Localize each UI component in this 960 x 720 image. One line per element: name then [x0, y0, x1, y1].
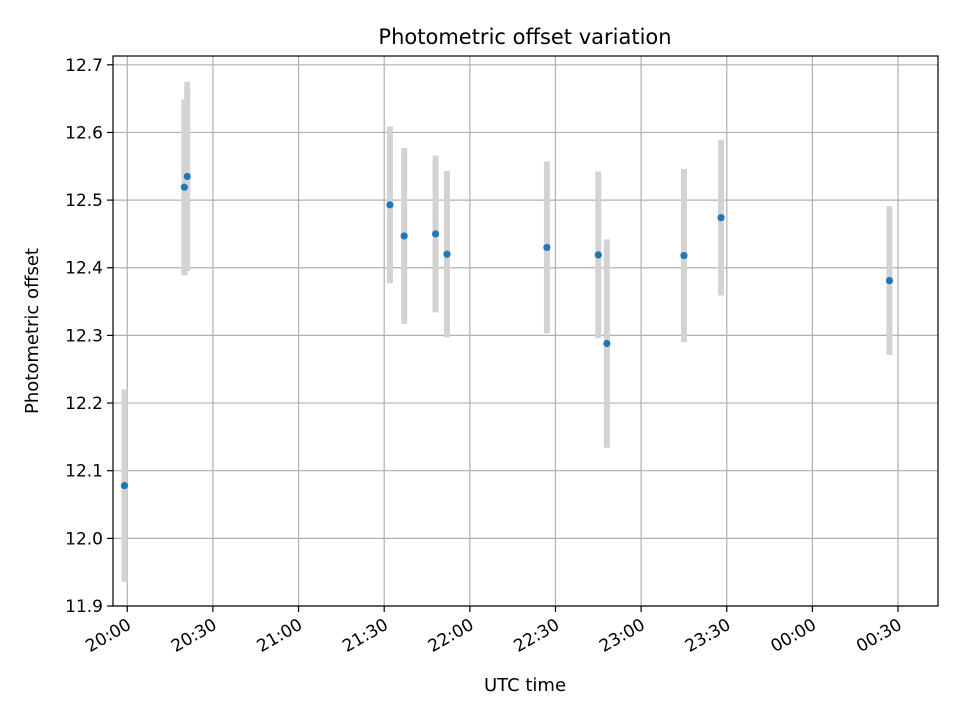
- data-point: [400, 232, 408, 240]
- chart-title: Photometric offset variation: [378, 25, 671, 49]
- data-point: [431, 230, 440, 238]
- y-tick-label: 12.6: [65, 123, 103, 143]
- y-tick-label: 12.0: [65, 529, 103, 549]
- y-tick-label: 12.1: [65, 462, 103, 482]
- x-axis-label: UTC time: [484, 675, 566, 696]
- y-tick-label: 11.9: [65, 597, 103, 617]
- y-tick-label: 12.2: [65, 394, 103, 414]
- data-point: [594, 251, 602, 259]
- point-layer: [120, 172, 894, 490]
- data-point: [543, 243, 551, 252]
- data-point: [717, 214, 725, 222]
- plot-frame: [112, 55, 939, 607]
- data-point: [680, 251, 688, 260]
- grid-layer: [113, 56, 938, 607]
- y-tick-label: 12.7: [65, 56, 103, 76]
- data-point: [120, 481, 129, 490]
- data-point: [443, 250, 451, 258]
- y-tick-label: 12.3: [65, 326, 103, 346]
- y-tick-label: 12.5: [65, 191, 103, 211]
- data-point: [603, 339, 611, 348]
- data-point: [180, 183, 188, 191]
- data-point: [183, 172, 191, 181]
- y-axis-label: Photometric offset: [22, 248, 43, 414]
- data-point: [885, 277, 894, 285]
- data-point: [386, 201, 394, 209]
- y-tick-label: 12.4: [65, 259, 103, 279]
